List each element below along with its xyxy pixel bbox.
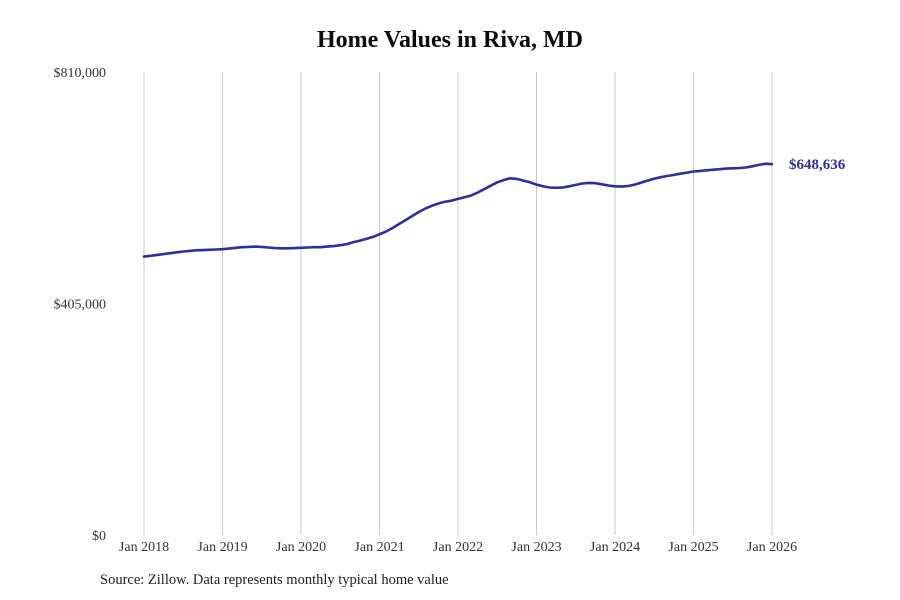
x-axis-tick-label: Jan 2025 [668, 540, 718, 555]
x-axis-tick-label: Jan 2019 [197, 540, 247, 555]
x-axis-tick-label: Jan 2021 [354, 540, 404, 555]
x-axis-tick-label: Jan 2020 [276, 540, 326, 555]
home-value-series-line [142, 162, 774, 258]
chart-title: Home Values in Riva, MD [316, 27, 583, 53]
x-axis-tick-label: Jan 2024 [590, 540, 640, 555]
y-axis-tick-label: $405,000 [54, 298, 107, 313]
y-axis-tick-label: $0 [92, 529, 106, 544]
x-axis-tick-label: Jan 2023 [511, 540, 561, 555]
y-axis-tick-label: $810,000 [54, 66, 107, 81]
x-axis-tick-label: Jan 2018 [119, 540, 169, 555]
end-value-label: $648,636 [789, 157, 846, 173]
x-axis-tick-label: Jan 2026 [747, 540, 797, 555]
source-note: Source: Zillow. Data represents monthly … [100, 572, 449, 588]
x-axis-tick-label: Jan 2022 [433, 540, 483, 555]
